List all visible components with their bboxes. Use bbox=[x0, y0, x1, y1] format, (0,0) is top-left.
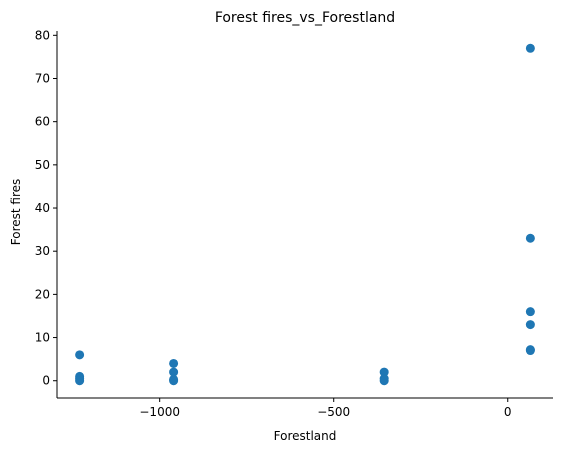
y-tick-label: 0 bbox=[42, 374, 50, 388]
data-point bbox=[379, 376, 389, 386]
y-tick-label: 30 bbox=[35, 244, 50, 258]
x-axis-ticks: −1000 −500 0 bbox=[139, 398, 512, 419]
y-axis-ticks: 0 10 20 30 40 50 60 70 80 bbox=[35, 28, 57, 388]
y-tick-label: 10 bbox=[35, 331, 50, 345]
data-point bbox=[525, 233, 535, 243]
data-point bbox=[525, 320, 535, 330]
y-tick-label: 80 bbox=[35, 28, 50, 42]
y-tick-label: 50 bbox=[35, 158, 50, 172]
x-tick-label: 0 bbox=[504, 405, 512, 419]
y-tick-label: 70 bbox=[35, 71, 50, 85]
y-tick-label: 60 bbox=[35, 115, 50, 129]
data-point bbox=[169, 376, 179, 386]
chart-title: Forest fires_vs_Forestland bbox=[215, 10, 395, 26]
data-point bbox=[525, 346, 535, 356]
data-points bbox=[75, 43, 535, 386]
data-point bbox=[169, 358, 179, 368]
data-point bbox=[169, 367, 179, 377]
data-point bbox=[379, 367, 389, 377]
data-point bbox=[525, 43, 535, 53]
data-point bbox=[75, 376, 85, 386]
y-axis-label: Forest fires bbox=[9, 179, 23, 246]
y-tick-label: 40 bbox=[35, 201, 50, 215]
x-axis-label: Forestland bbox=[274, 429, 337, 443]
x-tick-label: −1000 bbox=[139, 405, 180, 419]
y-tick-label: 20 bbox=[35, 287, 50, 301]
data-point bbox=[75, 350, 85, 360]
x-tick-label: −500 bbox=[317, 405, 350, 419]
data-point bbox=[525, 307, 535, 317]
